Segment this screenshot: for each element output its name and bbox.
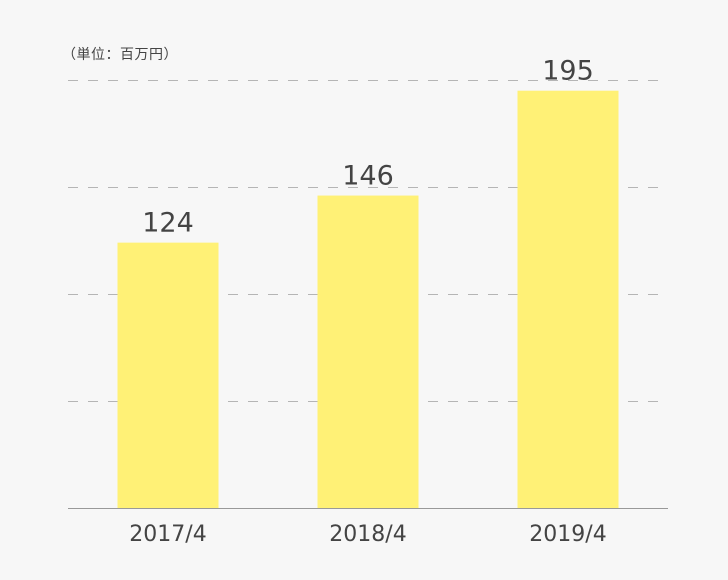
x-tick-label: 2018/4 <box>329 522 406 547</box>
value-label: 124 <box>142 208 194 239</box>
x-tick-label: 2019/4 <box>529 522 606 547</box>
value-labels: 124 146 195 <box>142 56 594 239</box>
bar-2019/4 <box>517 90 619 508</box>
x-axis-tick-labels: 2017/4 2018/4 2019/4 <box>129 522 606 547</box>
bars <box>117 90 619 508</box>
value-label: 146 <box>342 161 394 192</box>
unit-label: （単位：百万円） <box>62 47 178 63</box>
x-tick-label: 2017/4 <box>129 522 206 547</box>
bar-2018/4 <box>317 195 419 508</box>
bar-2017/4 <box>117 242 219 508</box>
value-label: 195 <box>542 56 594 87</box>
